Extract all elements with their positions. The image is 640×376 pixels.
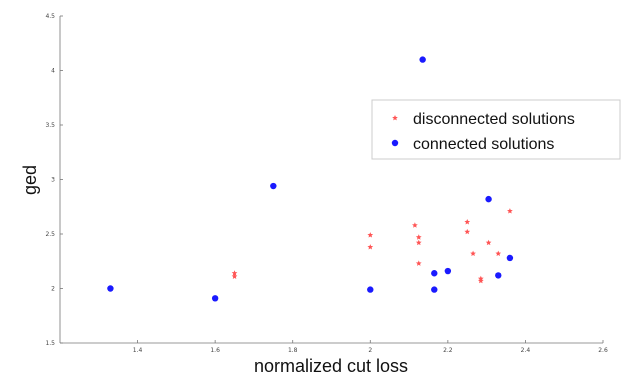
disconnected-point [231,273,238,279]
disconnected-point [485,239,492,246]
disconnected-point [415,239,422,246]
legend: disconnected solutions connected solutio… [371,99,621,160]
x-tick-label: 2 [368,347,372,354]
x-axis-title: normalized cut loss [254,356,408,376]
connected-point [431,270,438,277]
y-tick-label: 4 [51,68,55,75]
connected-point [419,56,426,63]
legend-circle-marker [391,139,399,147]
connected-point [270,182,277,190]
y-ticks: 1.5 2 2.5 3 3.5 4 4.5 [45,13,63,347]
legend-label-connected: connected solutions [413,136,554,153]
connected-point [211,295,219,302]
series-disconnected [231,208,513,284]
connected-point [367,286,374,293]
y-tick-label: 2 [51,286,55,293]
y-tick-label: 3 [51,177,55,184]
connected-point [495,272,502,279]
legend-marker-disconnected [392,115,398,121]
disconnected-point [412,222,418,228]
plot-area: 1.4 1.6 1.8 2 2.2 2.4 2.6 1.5 2 2.5 3 3.5 4 4.5 [45,13,607,354]
x-tick-label: 1.4 [133,347,143,354]
y-tick-label: 3.5 [45,122,55,129]
connected-point [431,286,438,293]
disconnected-point [507,208,513,214]
x-tick-label: 2.6 [598,347,608,354]
disconnected-point [415,260,422,266]
disconnected-point [367,244,374,250]
x-tick-label: 1.8 [288,347,298,354]
legend-label-disconnected: disconnected solutions [413,111,575,128]
connected-point [506,254,514,262]
series-connected [107,56,514,302]
x-tick-label: 1.6 [210,347,220,354]
x-tick-label: 2.4 [521,347,531,354]
legend-box [371,99,621,160]
disconnected-point [367,232,374,238]
disconnected-point [477,277,484,284]
disconnected-point [470,250,476,257]
y-tick-label: 2.5 [45,231,55,238]
disconnected-point [464,228,471,235]
x-tick-label: 2.2 [443,347,453,354]
connected-point [444,267,452,275]
disconnected-point [495,250,502,257]
y-tick-label: 1.5 [45,340,55,347]
disconnected-point [231,270,238,276]
legend-marker-connected [391,139,399,147]
y-axis-title: ged [20,165,40,195]
disconnected-point [464,219,471,225]
y-tick-label: 4.5 [45,13,55,20]
connected-point [107,285,114,292]
disconnected-point [415,234,422,240]
legend-star-marker [392,115,398,121]
x-ticks: 1.4 1.6 1.8 2 2.2 2.4 2.6 [133,340,608,354]
connected-point [485,195,492,203]
